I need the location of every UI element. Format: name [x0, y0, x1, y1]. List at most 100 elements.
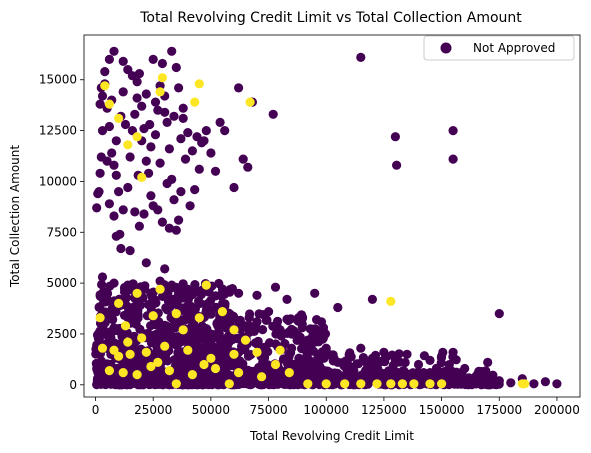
data-point-not-approved	[236, 377, 246, 387]
data-point-approved	[132, 132, 142, 142]
data-point-approved	[229, 325, 239, 335]
data-point-not-approved	[174, 215, 184, 225]
data-point-not-approved	[93, 333, 103, 343]
data-point-not-approved	[206, 309, 216, 319]
data-point-not-approved	[160, 351, 171, 361]
data-point-not-approved	[180, 154, 191, 164]
data-point-approved	[178, 325, 188, 335]
data-point-approved	[321, 379, 331, 389]
data-point-approved	[397, 379, 407, 389]
data-point-not-approved	[448, 154, 458, 164]
data-point-not-approved	[97, 91, 108, 101]
data-point-not-approved	[178, 113, 188, 123]
y-tick-label: 5000	[46, 276, 77, 290]
x-tick-label: 125000	[361, 403, 407, 417]
data-point-not-approved	[145, 119, 155, 130]
x-axis-label: Total Revolving Credit Limit	[249, 429, 414, 443]
x-tick-label: 50000	[192, 403, 230, 417]
data-point-not-approved	[117, 380, 127, 390]
data-point-not-approved	[451, 355, 461, 365]
data-point-not-approved	[118, 205, 128, 215]
data-point-not-approved	[376, 356, 386, 367]
data-point-not-approved	[448, 347, 458, 357]
data-point-not-approved	[367, 353, 377, 363]
y-tick-label: 12500	[39, 124, 77, 138]
data-point-not-approved	[217, 288, 227, 298]
data-point-not-approved	[196, 345, 206, 355]
data-point-approved	[270, 359, 281, 370]
data-point-not-approved	[451, 367, 462, 377]
data-point-not-approved	[146, 142, 156, 152]
data-point-not-approved	[169, 195, 179, 205]
data-point-not-approved	[431, 363, 442, 373]
data-point-not-approved	[186, 302, 196, 312]
data-point-not-approved	[254, 309, 264, 319]
data-point-not-approved	[109, 278, 119, 288]
y-axis-label: Total Collection Amount	[8, 145, 22, 288]
data-point-not-approved	[185, 201, 195, 211]
data-point-not-approved	[107, 304, 117, 314]
data-point-not-approved	[252, 290, 262, 300]
data-point-not-approved	[162, 117, 172, 127]
data-point-not-approved	[161, 321, 171, 331]
y-tick-label: 2500	[46, 327, 77, 341]
data-point-not-approved	[155, 158, 165, 168]
data-point-not-approved	[118, 56, 128, 66]
data-point-not-approved	[312, 315, 322, 325]
data-point-approved	[104, 366, 114, 376]
data-point-not-approved	[186, 322, 196, 333]
data-point-not-approved	[293, 313, 304, 323]
data-point-not-approved	[494, 376, 504, 386]
data-point-not-approved	[367, 294, 377, 304]
data-point-not-approved	[153, 105, 163, 115]
data-point-not-approved	[471, 379, 481, 389]
data-point-not-approved	[298, 363, 308, 374]
data-point-not-approved	[234, 83, 244, 93]
chart-title: Total Revolving Credit Limit vs Total Co…	[139, 10, 522, 26]
data-point-not-approved	[139, 209, 149, 219]
data-point-not-approved	[437, 351, 447, 361]
data-point-not-approved	[114, 187, 124, 197]
data-point-approved	[171, 379, 181, 389]
data-point-not-approved	[287, 329, 297, 339]
data-point-not-approved	[448, 379, 458, 389]
data-point-not-approved	[141, 89, 151, 99]
data-point-not-approved	[132, 312, 142, 322]
data-point-approved	[437, 379, 447, 389]
data-point-not-approved	[379, 347, 389, 357]
data-point-not-approved	[183, 284, 193, 294]
data-point-not-approved	[215, 117, 225, 127]
data-point-not-approved	[141, 258, 151, 268]
x-tick-label: 200000	[534, 403, 580, 417]
data-point-not-approved	[529, 379, 539, 389]
data-point-not-approved	[356, 343, 366, 353]
data-point-not-approved	[293, 375, 303, 386]
data-point-not-approved	[240, 345, 250, 355]
data-point-approved	[114, 298, 124, 308]
data-point-not-approved	[270, 282, 281, 292]
data-point-approved	[252, 347, 262, 357]
data-point-not-approved	[97, 279, 107, 290]
data-point-not-approved	[367, 371, 377, 381]
data-point-not-approved	[486, 371, 496, 381]
data-point-approved	[155, 284, 165, 294]
data-point-not-approved	[362, 363, 373, 373]
data-point-not-approved	[135, 301, 145, 311]
data-point-not-approved	[218, 348, 228, 358]
data-point-not-approved	[137, 101, 147, 111]
data-point-approved	[386, 296, 396, 306]
data-point-not-approved	[392, 160, 402, 170]
data-point-not-approved	[150, 130, 161, 140]
data-point-not-approved	[190, 185, 200, 195]
data-point-not-approved	[245, 309, 255, 319]
data-point-not-approved	[253, 336, 263, 346]
data-point-not-approved	[157, 58, 167, 69]
data-point-not-approved	[176, 134, 186, 144]
points-layer	[91, 46, 562, 390]
data-point-approved	[217, 307, 227, 317]
data-point-not-approved	[190, 356, 200, 366]
data-point-not-approved	[390, 132, 400, 142]
data-point-approved	[104, 99, 114, 109]
data-point-not-approved	[95, 302, 105, 312]
